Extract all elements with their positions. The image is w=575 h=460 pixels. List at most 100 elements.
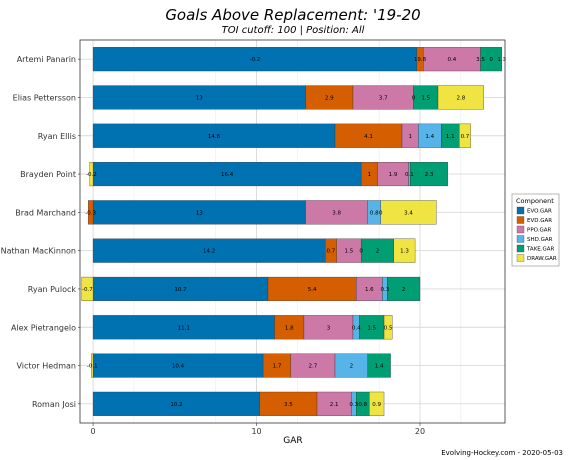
bar-segment [459, 123, 471, 148]
legend-item: PPO.GAR [527, 228, 552, 234]
bar-data-label: 1.7 [273, 364, 282, 370]
y-tick-label: Artemi Panarin [17, 55, 76, 64]
bar-data-label: -0.7 [82, 287, 93, 293]
bar-data-label: 0.4 [448, 57, 457, 63]
bar-data-label: 1.9 [389, 172, 398, 178]
y-tick-label: Ryan Ellis [38, 132, 76, 141]
legend-item: EVD.GAR [527, 218, 552, 224]
bar-data-label: 1.6 [365, 287, 374, 293]
legend-item: SHD.GAR [527, 237, 553, 243]
bar-segment [369, 391, 385, 416]
bar-data-label: 0.8 [370, 210, 379, 216]
bar-segment [383, 315, 393, 340]
bar-segment [393, 238, 416, 263]
legend-swatch [516, 235, 525, 243]
bar-data-label: 19.8 [414, 57, 427, 63]
bar-data-label: 0 [379, 210, 383, 216]
bar-data-label: 1.3 [497, 57, 506, 63]
bar-data-label: 5.4 [308, 287, 317, 293]
x-tick-label: 0 [91, 427, 96, 436]
bar-data-label: 0.7 [327, 249, 336, 255]
bar-data-label: 0.3 [380, 287, 389, 293]
y-tick-label: Roman Josi [32, 400, 76, 409]
bar-segment [87, 200, 94, 225]
bar-data-label: 0.4 [352, 325, 361, 331]
bar-data-label: 10.2 [170, 402, 182, 408]
bar-data-label: 1.5 [345, 249, 354, 255]
legend-swatch [516, 225, 525, 234]
caption: Evolving-Hockey.com - 2020-05-03 [441, 449, 563, 457]
y-tick-label: Brayden Point [20, 170, 76, 179]
legend-swatch [516, 244, 525, 253]
bar-data-label: 0 [412, 95, 416, 101]
bar-data-label: 1.5 [421, 95, 430, 101]
bar-data-label: 10.4 [172, 364, 185, 370]
bar-data-label: 2.7 [309, 364, 318, 370]
y-tick-label: Victor Hedman [16, 362, 76, 371]
bar-data-label: 3.8 [332, 210, 341, 216]
bar-data-label: 13 [196, 95, 203, 101]
x-tick-label: 10 [251, 427, 261, 436]
bar-data-label: 2.9 [325, 95, 334, 101]
bar-segment [410, 162, 448, 187]
bar-data-label: 1 [408, 134, 412, 140]
bar-segment [81, 276, 94, 301]
bar-data-label: 0.9 [372, 402, 381, 408]
bar-data-label: 1.4 [375, 364, 384, 370]
bar-data-label: 2.8 [456, 95, 465, 101]
x-tick-label: 20 [415, 427, 425, 436]
legend-swatch [516, 206, 525, 215]
bar-segment [367, 353, 391, 378]
chart-title: Goals Above Replacement: '19-20 [165, 6, 420, 24]
bar-segment [89, 162, 94, 187]
legend-swatch [516, 216, 525, 224]
chart-subtitle: TOI cutoff: 100 | Position: All [222, 25, 365, 36]
bar-data-label: 3.5 [284, 402, 293, 408]
bar-data-label: 10.7 [174, 287, 187, 293]
bar-data-label: 14.2 [203, 249, 215, 255]
bar-data-label: 0 [489, 57, 493, 63]
bar-data-label: 2 [350, 364, 354, 370]
y-tick-label: Ryan Pulock [28, 285, 77, 294]
y-tick-label: Elias Pettersson [13, 93, 76, 102]
legend-item: DRAW.GAR [527, 256, 557, 262]
bar-data-label: 3 [327, 325, 331, 331]
bar-data-label: 1 [368, 172, 372, 178]
legend-title: Component [516, 197, 554, 205]
bar-data-label: 0.3 [349, 402, 358, 408]
bar-data-label: 1.5 [367, 325, 376, 331]
bar-data-label: 2.1 [330, 402, 339, 408]
bar-data-label: 0 [359, 249, 363, 255]
bar-data-label: 0.5 [384, 325, 393, 331]
bar-data-label: -0.2 [250, 57, 261, 63]
bar-data-label: 2 [376, 249, 380, 255]
y-tick-label: Brad Marchand [15, 208, 76, 217]
bar-data-label: 1.4 [425, 134, 434, 140]
bar-segment [91, 353, 94, 378]
bar-data-label: 3.7 [379, 95, 388, 101]
bar-data-label: 14.8 [208, 134, 221, 140]
bar-segment [437, 85, 484, 110]
legend-item: TAKE.GAR [526, 247, 555, 253]
bar-segment [387, 276, 421, 301]
bar-data-label: 1.1 [446, 134, 455, 140]
bar-data-label: 13 [196, 210, 203, 216]
bar-data-label: 0.8 [358, 402, 367, 408]
bar-data-label: 1.8 [285, 325, 294, 331]
bar-data-label: 2 [402, 287, 406, 293]
plot-border [79, 39, 506, 424]
bar-data-label: -0.3 [85, 210, 96, 216]
x-axis-label: GAR [283, 436, 302, 446]
bar-data-label: 1.3 [400, 249, 409, 255]
y-tick-label: Alex Pietrangelo [11, 323, 76, 332]
legend-item: EVO.GAR [527, 209, 552, 215]
bar-data-label: 3.5 [476, 57, 485, 63]
y-tick-label: Nathan MacKinnon [1, 247, 76, 256]
legend-swatch [516, 254, 525, 262]
bar-data-label: 4.1 [364, 134, 373, 140]
bar-data-label: -0.2 [86, 172, 97, 178]
bar-data-label: 2.3 [425, 172, 434, 178]
bar-segment [380, 200, 437, 225]
bar-segment [480, 47, 502, 72]
